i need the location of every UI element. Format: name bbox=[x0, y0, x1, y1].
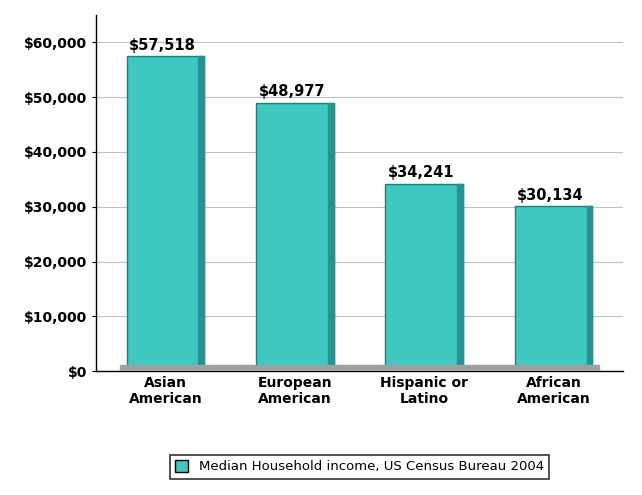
Bar bbox=[385, 184, 463, 371]
Bar bbox=[126, 56, 204, 371]
Bar bbox=[198, 56, 204, 371]
Bar bbox=[256, 102, 334, 371]
Bar bbox=[587, 206, 593, 371]
Text: $30,134: $30,134 bbox=[517, 188, 584, 203]
Legend: Median Household income, US Census Bureau 2004: Median Household income, US Census Burea… bbox=[169, 455, 550, 479]
Bar bbox=[457, 184, 463, 371]
Text: $34,241: $34,241 bbox=[388, 165, 455, 180]
Text: $48,977: $48,977 bbox=[259, 85, 325, 99]
Bar bbox=[120, 365, 599, 371]
Bar bbox=[328, 102, 334, 371]
Bar bbox=[515, 206, 593, 371]
Text: $57,518: $57,518 bbox=[129, 38, 196, 52]
